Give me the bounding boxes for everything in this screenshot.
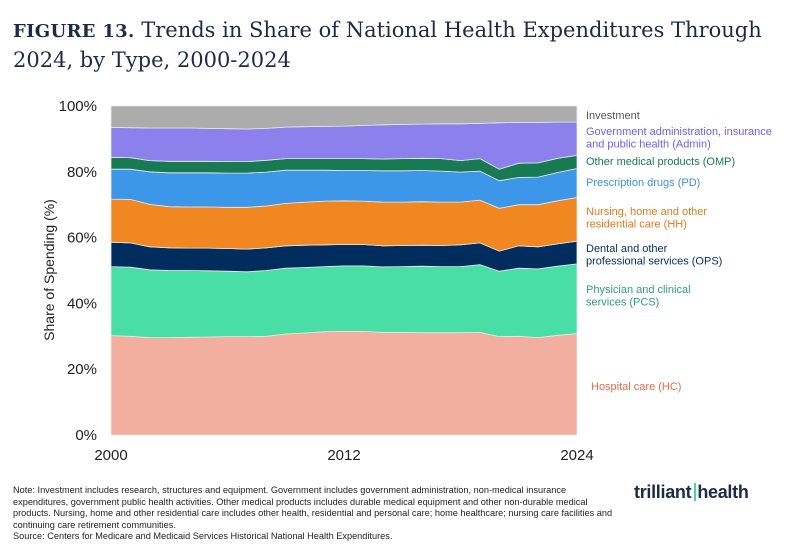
y-tick-label: 100% (59, 98, 97, 115)
area-7 (110, 105, 578, 130)
x-tick-label: 2012 (327, 447, 360, 464)
legend-label: Prescription drugs (PD) (586, 177, 700, 189)
legend-label: Physician and clinical (586, 284, 691, 296)
figure-number: FIGURE 13. (13, 21, 135, 42)
y-axis-ticks: 0% 20% 40% 60% 80% 100% (59, 98, 97, 444)
legend-label: Government administration, insurance (586, 126, 772, 138)
legend-label: professional services (OPS) (586, 256, 722, 268)
title-text: Trends in Share of National Health Expen… (13, 18, 762, 72)
area-1 (110, 263, 578, 339)
y-tick-label: 20% (67, 361, 97, 378)
areas (110, 105, 578, 436)
note-text: Note: Investment includes research, stru… (13, 485, 613, 530)
y-tick-label: 80% (67, 164, 97, 181)
x-tick-label: 2024 (560, 447, 593, 464)
legend-label: Dental and other (586, 243, 668, 255)
legend-label: services (PCS) (586, 297, 659, 309)
trilliant-health-logo: trilliant health (634, 482, 749, 502)
y-axis-label: Share of Spending (%) (41, 199, 57, 341)
x-tick-label: 2000 (94, 447, 127, 464)
legend-label: Nursing, home and other (586, 206, 707, 218)
y-tick-label: 40% (67, 295, 97, 312)
legend-label: residential care (HH) (586, 219, 687, 231)
x-axis-ticks: 2000 2012 2024 (94, 447, 593, 464)
footnote: Note: Investment includes research, stru… (13, 485, 623, 543)
logo-mark-icon (691, 483, 697, 501)
area-0 (110, 331, 578, 436)
y-tick-label: 0% (75, 427, 97, 444)
legend-label: Other medical products (OMP) (586, 156, 735, 168)
source-text: Source: Centers for Medicare and Medicai… (13, 531, 393, 542)
legend: Hospital care (HC) Physician and clinical… (586, 110, 772, 393)
y-tick-label: 60% (67, 230, 97, 247)
chart-title: FIGURE 13. Trends in Share of National H… (13, 16, 793, 74)
legend-label: Hospital care (HC) (591, 381, 681, 393)
legend-label: Investment (586, 110, 640, 122)
legend-label: and public health (Admin) (586, 139, 711, 151)
